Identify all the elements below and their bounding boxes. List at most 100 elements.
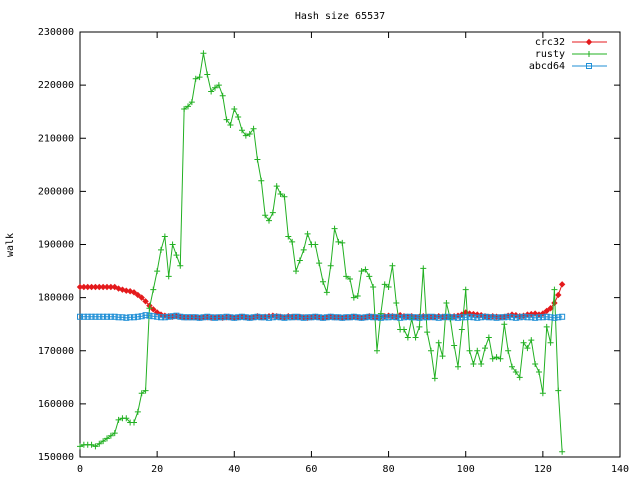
data-point [431,314,438,321]
data-point [80,313,87,320]
data-point [142,298,149,305]
data-point [547,339,554,346]
data-point [285,314,292,321]
data-point [223,116,230,123]
data-point [335,238,342,245]
data-point [501,314,508,321]
data-point [142,312,149,319]
data-point [320,314,326,321]
x-tick-label: 20 [151,464,163,475]
y-tick-label: 180000 [38,293,74,304]
data-point [393,314,400,321]
chart-title: Hash size 65537 [295,11,385,22]
data-point [235,314,242,321]
legend-marker [586,51,592,57]
data-point [231,314,238,321]
data-point [524,345,531,352]
data-point [254,313,261,320]
data-point [119,314,126,321]
data-point [350,313,357,320]
data-point [323,289,330,296]
data-point [536,369,542,375]
data-point [377,314,384,321]
data-point [161,233,168,240]
data-point [555,387,562,394]
data-point [269,314,276,321]
data-point [266,314,272,321]
data-point [420,314,427,321]
data-point [196,314,203,321]
data-point [242,132,249,139]
data-point [424,314,431,321]
data-point [335,314,342,321]
data-point [531,310,539,317]
data-point [154,268,161,275]
data-point [470,361,477,368]
data-point [381,281,388,288]
data-point [547,314,554,321]
y-tick-label: 190000 [38,240,74,251]
data-point [165,313,172,320]
data-point [543,307,550,315]
data-point [188,99,195,106]
data-point [169,313,176,320]
data-point [520,313,527,320]
data-point [177,262,184,269]
data-point [227,314,234,321]
x-tick-label: 60 [305,464,317,475]
data-point [389,262,396,269]
data-point [358,268,365,275]
data-point [485,314,492,321]
data-point [339,314,346,321]
data-point [312,241,319,248]
data-point [142,387,149,394]
data-point [77,443,83,450]
data-point [219,314,226,321]
legend-label: crc32 [535,37,565,48]
data-point [158,314,164,321]
data-point [150,313,157,320]
data-point [362,266,369,273]
data-point [474,347,481,354]
data-point [539,310,547,317]
data-point [262,314,269,321]
data-point [200,50,207,57]
data-point [462,314,469,321]
data-point [281,314,288,321]
data-point [246,314,253,321]
data-point [362,314,369,321]
data-point [111,430,118,437]
y-tick-label: 200000 [38,186,74,197]
series-line [80,314,563,319]
data-point [177,313,184,320]
data-point [455,363,461,370]
y-tick-label: 220000 [38,80,74,91]
data-point [134,408,141,415]
data-point [316,260,323,267]
data-point [154,313,161,320]
data-point [420,265,427,272]
data-point [447,314,454,321]
data-point [146,312,153,319]
data-point [516,314,523,321]
data-point [354,293,361,300]
data-point [424,329,431,336]
data-point [555,291,562,299]
data-point [204,313,211,320]
data-point [416,314,423,321]
data-point [489,314,496,321]
data-point [524,314,531,321]
data-point [235,114,242,120]
data-point [304,230,311,237]
data-point [208,314,215,321]
data-point [428,347,434,354]
data-point [489,355,496,362]
data-point [543,323,550,330]
data-point [343,273,350,280]
data-point [219,92,226,99]
data-point [451,314,458,321]
data-point [458,326,465,333]
data-point [223,313,230,320]
data-point [262,212,269,219]
